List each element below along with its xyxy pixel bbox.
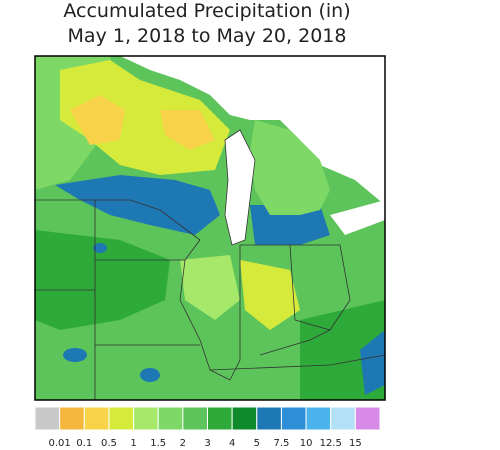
lake-erie bbox=[330, 200, 385, 235]
legend-swatch bbox=[330, 406, 356, 431]
legend-swatch bbox=[231, 406, 258, 431]
legend: 0.01 0.1 0.5 1 1.5 2 3 4 5 7.5 10 12.5 15 bbox=[34, 406, 381, 449]
legend-swatch bbox=[157, 406, 184, 431]
legend-label: 7.5 bbox=[273, 438, 289, 449]
legend-label: 0.5 bbox=[101, 438, 117, 449]
legend-swatch bbox=[280, 406, 307, 431]
state-borders bbox=[35, 199, 385, 400]
legend-label: 12.5 bbox=[320, 438, 342, 449]
legend-swatch bbox=[256, 406, 282, 431]
legend-label: 0.1 bbox=[76, 438, 92, 449]
legend-label: 4 bbox=[229, 438, 235, 449]
lake-michigan bbox=[224, 129, 256, 246]
precip-area bbox=[180, 255, 240, 320]
precip-area bbox=[63, 348, 87, 362]
legend-label: 1 bbox=[130, 438, 136, 449]
precip-area bbox=[160, 110, 215, 150]
legend-swatch bbox=[207, 406, 233, 431]
legend-swatch bbox=[108, 406, 135, 431]
precip-area bbox=[93, 243, 107, 253]
map-frame bbox=[34, 55, 386, 401]
legend-label: 10 bbox=[300, 438, 313, 449]
legend-swatch bbox=[133, 406, 159, 431]
precip-area bbox=[140, 368, 160, 382]
legend-swatch bbox=[305, 406, 332, 431]
precip-area bbox=[240, 260, 300, 330]
legend-label: 2 bbox=[180, 438, 186, 449]
map bbox=[34, 55, 386, 401]
precip-area bbox=[250, 120, 330, 215]
title-line: May 1, 2018 to May 20, 2018 bbox=[68, 25, 347, 47]
legend-label: 15 bbox=[349, 438, 362, 449]
legend-label: 3 bbox=[204, 438, 210, 449]
legend-label: 5 bbox=[254, 438, 260, 449]
legend-label: 0.01 bbox=[49, 438, 71, 449]
precip-area bbox=[70, 95, 125, 145]
legend-swatch bbox=[182, 406, 209, 431]
legend-swatch bbox=[83, 406, 110, 431]
title-line: Accumulated Precipitation (in) bbox=[63, 0, 350, 22]
precip-area bbox=[360, 330, 385, 395]
legend-swatch bbox=[59, 406, 85, 431]
precip-area bbox=[35, 230, 170, 330]
legend-swatch bbox=[34, 406, 61, 431]
water bbox=[120, 56, 385, 205]
precip-area bbox=[55, 175, 220, 235]
legend-swatch bbox=[354, 406, 381, 431]
legend-label: 1.5 bbox=[150, 438, 166, 449]
